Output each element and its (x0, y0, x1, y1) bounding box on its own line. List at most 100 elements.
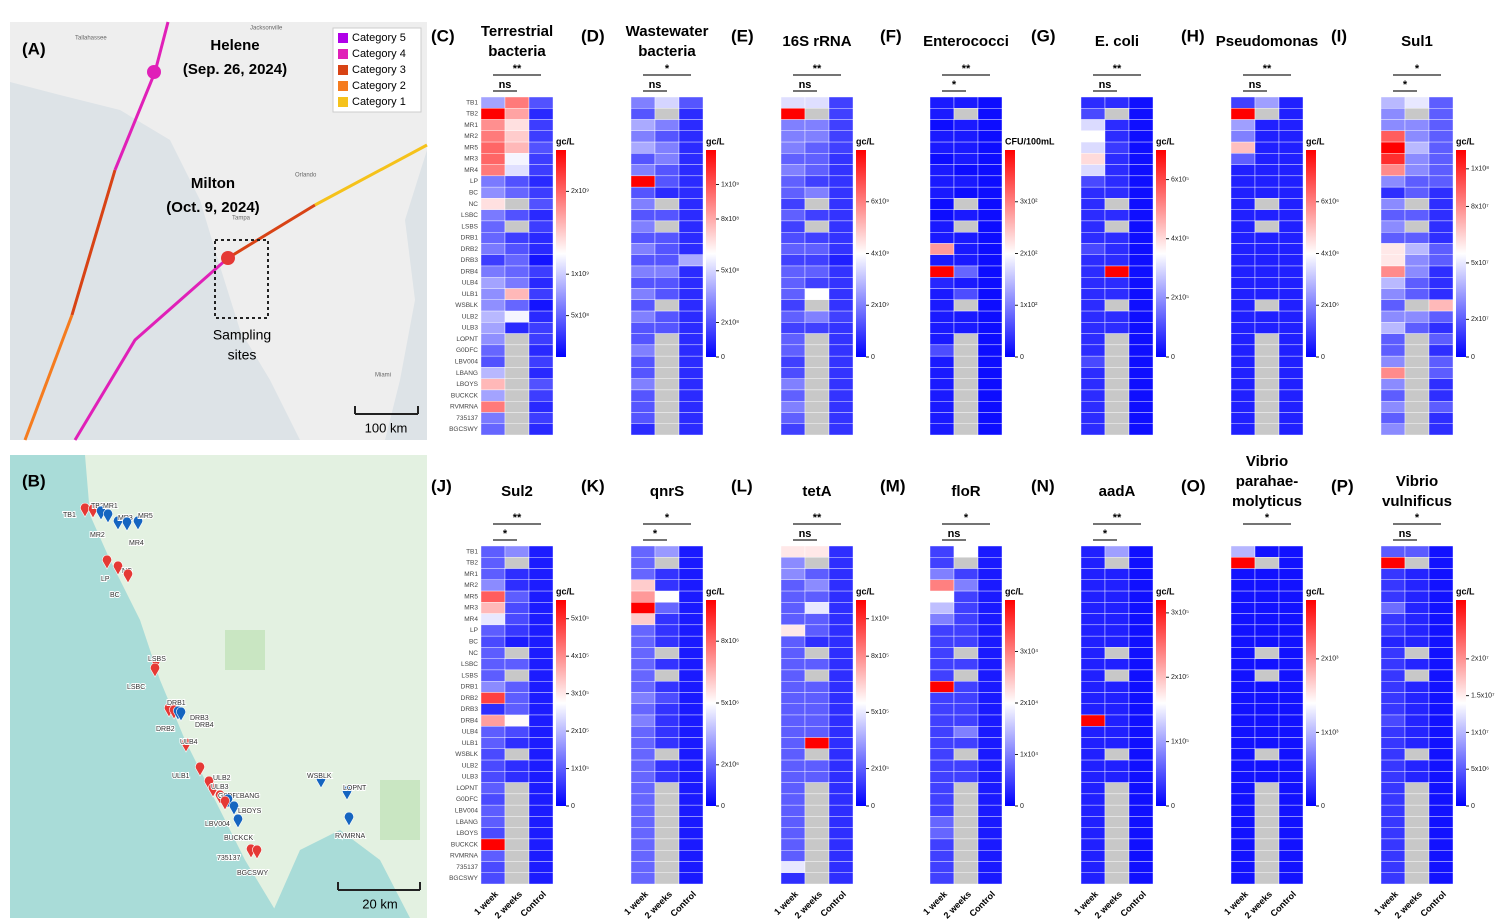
heat-cell (529, 367, 553, 378)
site-label: 735137 (217, 855, 240, 862)
heat-cell (829, 659, 853, 670)
heat-cell (1129, 614, 1153, 625)
heat-cell (529, 647, 553, 658)
site-label: MR4 (129, 540, 144, 547)
heat-cell (1381, 738, 1405, 749)
heat-cell (954, 636, 978, 647)
heat-cell (505, 771, 529, 782)
heat-cell (1231, 108, 1255, 119)
heat-cell (529, 749, 553, 760)
missing-cell (655, 794, 679, 805)
heat-cell (481, 659, 505, 670)
colorbar-unit: gc/L (856, 586, 875, 596)
heat-cell (529, 771, 553, 782)
heat-cell (1381, 120, 1405, 131)
heat-cell (978, 198, 1002, 209)
missing-cell (1105, 379, 1129, 390)
missing-cell (505, 198, 529, 209)
heat-cell (1381, 839, 1405, 850)
missing-cell (655, 424, 679, 435)
heat-cell (631, 659, 655, 670)
heat-cell (505, 726, 529, 737)
heat-cell (631, 546, 655, 557)
heat-cell (1429, 625, 1453, 636)
heat-cell (1231, 569, 1255, 580)
heat-cell (829, 850, 853, 861)
heat-cell (978, 602, 1002, 613)
heat-cell (481, 850, 505, 861)
heat-cell (1231, 715, 1255, 726)
missing-cell (954, 412, 978, 423)
panel-title: bacteria (638, 43, 696, 60)
heat-cell (1129, 738, 1153, 749)
heat-cell (529, 266, 553, 277)
heat-cell (1405, 625, 1429, 636)
heat-cell (631, 715, 655, 726)
heat-cell (481, 379, 505, 390)
heat-cell (978, 165, 1002, 176)
heat-cell (1381, 345, 1405, 356)
heat-cell (781, 828, 805, 839)
heat-cell (1255, 636, 1279, 647)
heat-cell (679, 412, 703, 423)
row-label: DRB2 (461, 695, 479, 702)
heat-cell (829, 255, 853, 266)
heat-cell (1129, 322, 1153, 333)
heat-cell (1129, 546, 1153, 557)
heat-cell (930, 749, 954, 760)
heat-cell (1381, 873, 1405, 884)
heat-cell (1405, 266, 1429, 277)
heat-cell (829, 300, 853, 311)
colorbar (1005, 600, 1015, 806)
heat-cell (829, 165, 853, 176)
colorbar-tick-label: 5x10⁶ (721, 700, 739, 707)
sig-label: * (1103, 528, 1108, 540)
heat-cell (1279, 266, 1303, 277)
heat-cell (1381, 726, 1405, 737)
heat-cell (505, 715, 529, 726)
missing-cell (805, 828, 829, 839)
heat-cell (1381, 625, 1405, 636)
heat-cell (631, 255, 655, 266)
heat-cell (1429, 232, 1453, 243)
heat-cell (978, 580, 1002, 591)
heat-cell (781, 277, 805, 288)
colorbar-tick-label: 0 (1321, 803, 1325, 810)
heat-cell (679, 120, 703, 131)
colorbar (1306, 600, 1316, 806)
heat-cell (655, 153, 679, 164)
heat-cell (1255, 760, 1279, 771)
heat-cell (1381, 783, 1405, 794)
heat-cell (1381, 805, 1405, 816)
heat-cell (1255, 726, 1279, 737)
heat-cell (805, 715, 829, 726)
heat-cell (1231, 153, 1255, 164)
heat-cell (805, 187, 829, 198)
missing-cell (805, 783, 829, 794)
column-label: Control (1418, 889, 1448, 919)
heat-cell (1231, 839, 1255, 850)
heat-cell (829, 591, 853, 602)
heat-cell (631, 334, 655, 345)
column-label: Control (1268, 889, 1298, 919)
heat-cell (679, 379, 703, 390)
missing-cell (1255, 401, 1279, 412)
heat-cell (930, 424, 954, 435)
heat-cell (1129, 97, 1153, 108)
heat-cell (1279, 704, 1303, 715)
missing-cell (655, 783, 679, 794)
heat-cell (1429, 345, 1453, 356)
heat-cell (829, 210, 853, 221)
colorbar-tick-label: 6x10⁶ (1321, 199, 1339, 206)
missing-cell (1405, 390, 1429, 401)
heat-cell (1231, 805, 1255, 816)
heat-cell (930, 850, 954, 861)
heat-cell (631, 636, 655, 647)
colorbar-tick-label: 0 (1471, 803, 1475, 810)
heat-cell (655, 176, 679, 187)
heat-cell (655, 210, 679, 221)
heat-cell (781, 816, 805, 827)
heat-cell (1081, 165, 1105, 176)
missing-cell (954, 390, 978, 401)
missing-cell (505, 367, 529, 378)
